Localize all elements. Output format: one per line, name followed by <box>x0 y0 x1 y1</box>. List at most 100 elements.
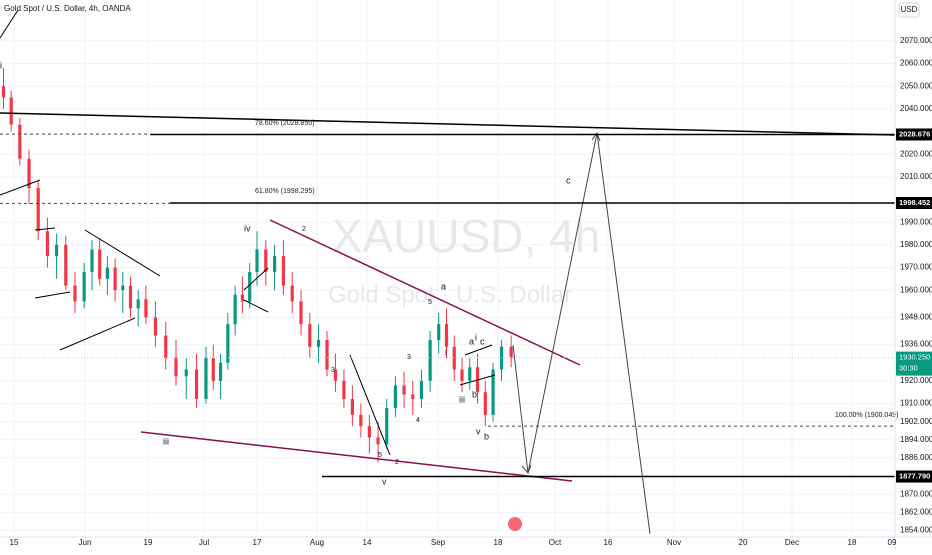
candle-body <box>82 272 86 302</box>
candle-body <box>419 380 424 399</box>
trendline <box>0 112 896 136</box>
candle-body <box>90 249 94 273</box>
wave-label: 4 <box>416 417 420 424</box>
level-label: 1877.790 <box>899 472 930 481</box>
level-tag <box>896 128 932 141</box>
candle-body <box>359 414 363 427</box>
candle-body <box>393 385 397 409</box>
candle-body <box>204 358 208 399</box>
y-tick-label: 1854.000 <box>900 526 932 535</box>
wave-label: 2 <box>302 226 306 233</box>
candle-body <box>113 267 117 291</box>
trendline <box>243 267 269 291</box>
level-tag <box>896 470 932 483</box>
candle-body <box>333 369 338 381</box>
trendline <box>464 344 493 356</box>
candle-body <box>121 285 125 291</box>
candle-body <box>64 244 68 286</box>
candle-body <box>136 299 140 309</box>
candle-body <box>174 358 178 377</box>
x-tick-label: Jun <box>79 538 92 547</box>
watermark-symbol: XAUUSD, 4h <box>332 210 600 262</box>
candle-body <box>376 437 380 445</box>
wave-label: v <box>382 476 387 486</box>
trendline <box>243 299 269 313</box>
candle-body <box>428 340 432 381</box>
overlay: 78.60% (2028.850) 61.80% (1998.295) 100.00… <box>0 60 932 486</box>
countdown: 30:30 <box>899 364 918 373</box>
x-tick-label: 15 <box>10 538 19 547</box>
wave-label: iii <box>163 436 169 446</box>
wave-label: c <box>566 175 571 185</box>
trendline <box>0 9 19 39</box>
candle-body <box>73 285 77 302</box>
candle-body <box>255 249 259 273</box>
candle-body <box>273 256 277 273</box>
candle-body <box>264 249 268 273</box>
candle-body <box>402 385 406 395</box>
candle-body <box>98 249 102 279</box>
currency[interactable]: USD <box>901 5 918 14</box>
wave-label: c <box>480 336 485 346</box>
wave-label: v <box>476 426 481 436</box>
candles <box>1 68 513 463</box>
drawings <box>0 9 896 535</box>
candle-body <box>248 272 252 302</box>
x-tick-label: Aug <box>310 538 324 547</box>
projection-path <box>512 132 651 535</box>
wave-label: i <box>0 60 2 70</box>
wave-label: a <box>469 336 474 346</box>
wave-label: b <box>472 389 477 399</box>
candle-body <box>18 124 22 159</box>
y-tick-label: 2070.000 <box>900 36 932 45</box>
candle-body <box>367 426 371 438</box>
wave-label: iv <box>244 223 251 233</box>
y-tick-label: 1980.000 <box>900 240 932 249</box>
y-tick-label: 2020.000 <box>900 149 932 158</box>
candle-body <box>491 369 495 415</box>
candle-body <box>194 369 199 399</box>
chart-title: Gold Spot / U.S. Dollar, 4h, OANDA <box>4 4 131 13</box>
candle-body <box>325 340 329 370</box>
y-tick-label: 1960.000 <box>900 285 932 294</box>
wave-label: a <box>441 281 446 291</box>
x-tick-label: 14 <box>363 538 372 547</box>
candle-body <box>211 358 215 381</box>
candle-body <box>45 231 50 257</box>
candle-body <box>460 369 464 381</box>
y-tick-label: 2050.000 <box>900 81 932 90</box>
candle-body <box>36 188 40 232</box>
x-tick-label: 16 <box>604 538 613 547</box>
y-tick-label: 1902.000 <box>900 417 932 426</box>
wave-label: 5 <box>428 299 432 306</box>
x-tick-label: 17 <box>253 538 262 547</box>
candle-body <box>55 244 59 257</box>
candle-body <box>385 408 389 445</box>
candle-body <box>316 340 321 347</box>
x-tick-label: Nov <box>667 538 681 547</box>
candle-body <box>281 256 285 286</box>
candle-body <box>437 324 441 341</box>
candle-body <box>308 324 312 347</box>
candle-body <box>240 294 245 302</box>
wave-label: 5 <box>378 452 382 459</box>
candle-body <box>444 324 449 347</box>
wave-label: 3 <box>331 367 335 374</box>
candle-body <box>411 394 415 399</box>
arrowhead <box>591 131 601 142</box>
candle-body <box>350 398 354 415</box>
candle-body <box>299 301 303 325</box>
wave-label: b <box>484 431 489 441</box>
candle-body <box>153 317 158 336</box>
trendline <box>34 227 56 231</box>
currency-button[interactable] <box>898 2 920 18</box>
candle-body <box>128 285 133 309</box>
y-tick-label: 1990.000 <box>900 217 932 226</box>
wave-label: 2 <box>395 459 399 466</box>
candle-body <box>342 380 346 399</box>
candle-body <box>144 299 148 318</box>
trendline <box>459 374 496 386</box>
wave-label: i <box>445 347 447 357</box>
candle-body <box>105 267 109 279</box>
